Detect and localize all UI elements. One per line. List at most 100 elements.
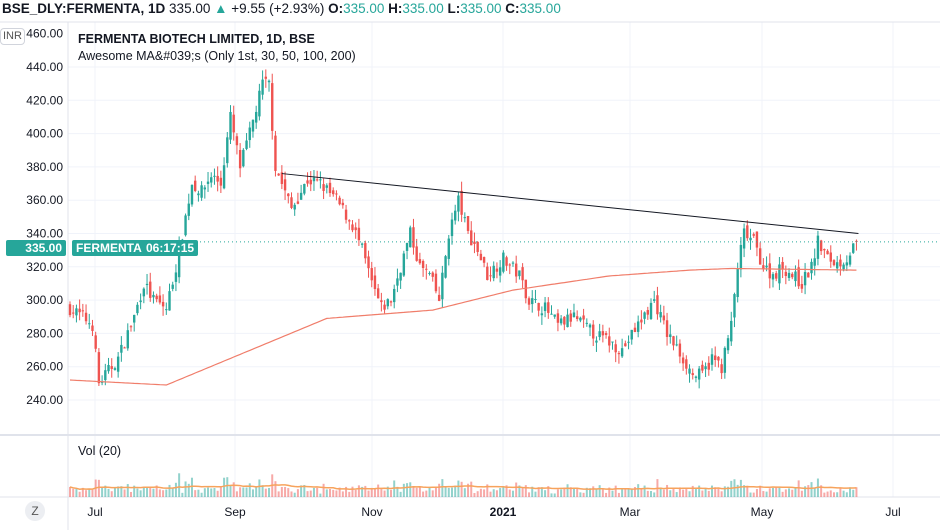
candle-body	[213, 175, 216, 177]
x-tick-label: Sep	[224, 505, 246, 519]
candle-body	[303, 183, 306, 194]
candle-body	[232, 114, 235, 133]
volume-bar	[120, 486, 123, 497]
volume-bar	[576, 488, 579, 497]
volume-bar	[187, 483, 190, 497]
candle-body	[84, 312, 88, 322]
volume-bar	[839, 487, 842, 497]
volume-bar	[521, 487, 524, 497]
volume-bar	[396, 486, 399, 497]
volume-legend[interactable]: Vol (20)	[78, 444, 122, 458]
candle-body	[116, 356, 120, 372]
candle-body	[402, 253, 406, 276]
candle-body	[444, 256, 447, 278]
candle-body	[665, 320, 669, 337]
candle-body	[177, 244, 181, 278]
candle-body	[547, 302, 550, 313]
candle-body	[723, 347, 727, 373]
volume-bar	[810, 482, 813, 497]
candle-body	[428, 272, 431, 274]
candle-body	[97, 352, 101, 384]
candle-body	[649, 302, 653, 319]
candle-body	[460, 190, 463, 215]
candle-body	[261, 79, 264, 95]
candle-body	[206, 181, 210, 184]
candle-body	[848, 255, 852, 265]
candle-body	[566, 314, 569, 328]
volume-bar	[473, 493, 476, 497]
candle-body	[287, 193, 290, 197]
y-tick-label: 340.00	[26, 227, 63, 241]
candle-body	[171, 284, 174, 289]
candle-body	[771, 274, 775, 280]
candle-body	[543, 302, 547, 311]
y-tick-label: 420.00	[26, 93, 63, 107]
candle-body	[588, 324, 592, 328]
candle-body	[675, 344, 678, 346]
candle-body	[126, 330, 129, 349]
price-axis-label: 335.00	[6, 240, 66, 256]
volume-bar	[771, 487, 774, 497]
volume-bar	[450, 487, 453, 497]
volume-bar	[264, 488, 267, 497]
candle-body	[826, 250, 829, 255]
volume-bar	[194, 490, 197, 497]
candle-body	[113, 368, 117, 370]
volume-bar	[678, 487, 681, 497]
volume-bar	[251, 489, 254, 497]
volume-bar	[386, 486, 389, 497]
volume-bar	[743, 485, 746, 497]
candle-body	[248, 127, 251, 141]
volume-bar	[316, 487, 319, 497]
volume-bar	[544, 490, 547, 497]
volume-bar	[483, 489, 486, 497]
volume-bar	[158, 489, 161, 497]
candle-body	[476, 241, 479, 252]
candle-body	[210, 177, 213, 183]
zoom-button[interactable]: Z	[25, 501, 45, 521]
currency-badge[interactable]: INR	[0, 28, 25, 45]
candle-body	[367, 256, 370, 269]
candle-body	[553, 314, 556, 317]
candle-body	[681, 357, 685, 364]
candle-body	[338, 197, 341, 205]
close-value: 335.00	[519, 1, 561, 16]
candle-body	[75, 308, 78, 316]
candle-body	[88, 323, 91, 325]
candle-body	[714, 355, 717, 360]
volume-bar	[332, 489, 335, 497]
volume-bar	[784, 489, 787, 497]
y-tick-label: 380.00	[26, 160, 63, 174]
volume-bar	[312, 487, 315, 497]
candle-body	[701, 364, 704, 371]
candle-body	[293, 204, 296, 210]
volume-bar	[691, 485, 694, 497]
candle-body	[470, 230, 473, 246]
volume-bar	[444, 487, 447, 497]
volume-bar	[329, 488, 332, 497]
candle-body	[482, 257, 486, 263]
candle-body	[309, 179, 312, 185]
candle-body	[104, 370, 107, 381]
high-value: 335.00	[402, 1, 444, 16]
candle-body	[787, 272, 791, 278]
candle-body	[620, 348, 624, 357]
volume-bar	[547, 486, 550, 497]
price-label-value: 335.00	[25, 241, 62, 255]
candle-body	[563, 316, 566, 325]
volume-bar	[560, 489, 563, 497]
candle-body	[473, 241, 476, 244]
candle-body	[441, 272, 444, 300]
y-tick-label: 460.00	[26, 27, 63, 41]
candle-body	[479, 253, 483, 261]
volume-bar	[85, 490, 88, 497]
candle-body	[768, 263, 771, 279]
candle-body	[254, 111, 258, 123]
indicator-legend[interactable]: Awesome MA&#039;s (Only 1st, 30, 50, 100…	[78, 49, 356, 63]
candle-body	[595, 340, 598, 343]
volume-bar	[617, 492, 620, 497]
candle-body	[813, 258, 816, 266]
volume-bar	[441, 479, 444, 497]
volume-bar	[184, 481, 187, 497]
